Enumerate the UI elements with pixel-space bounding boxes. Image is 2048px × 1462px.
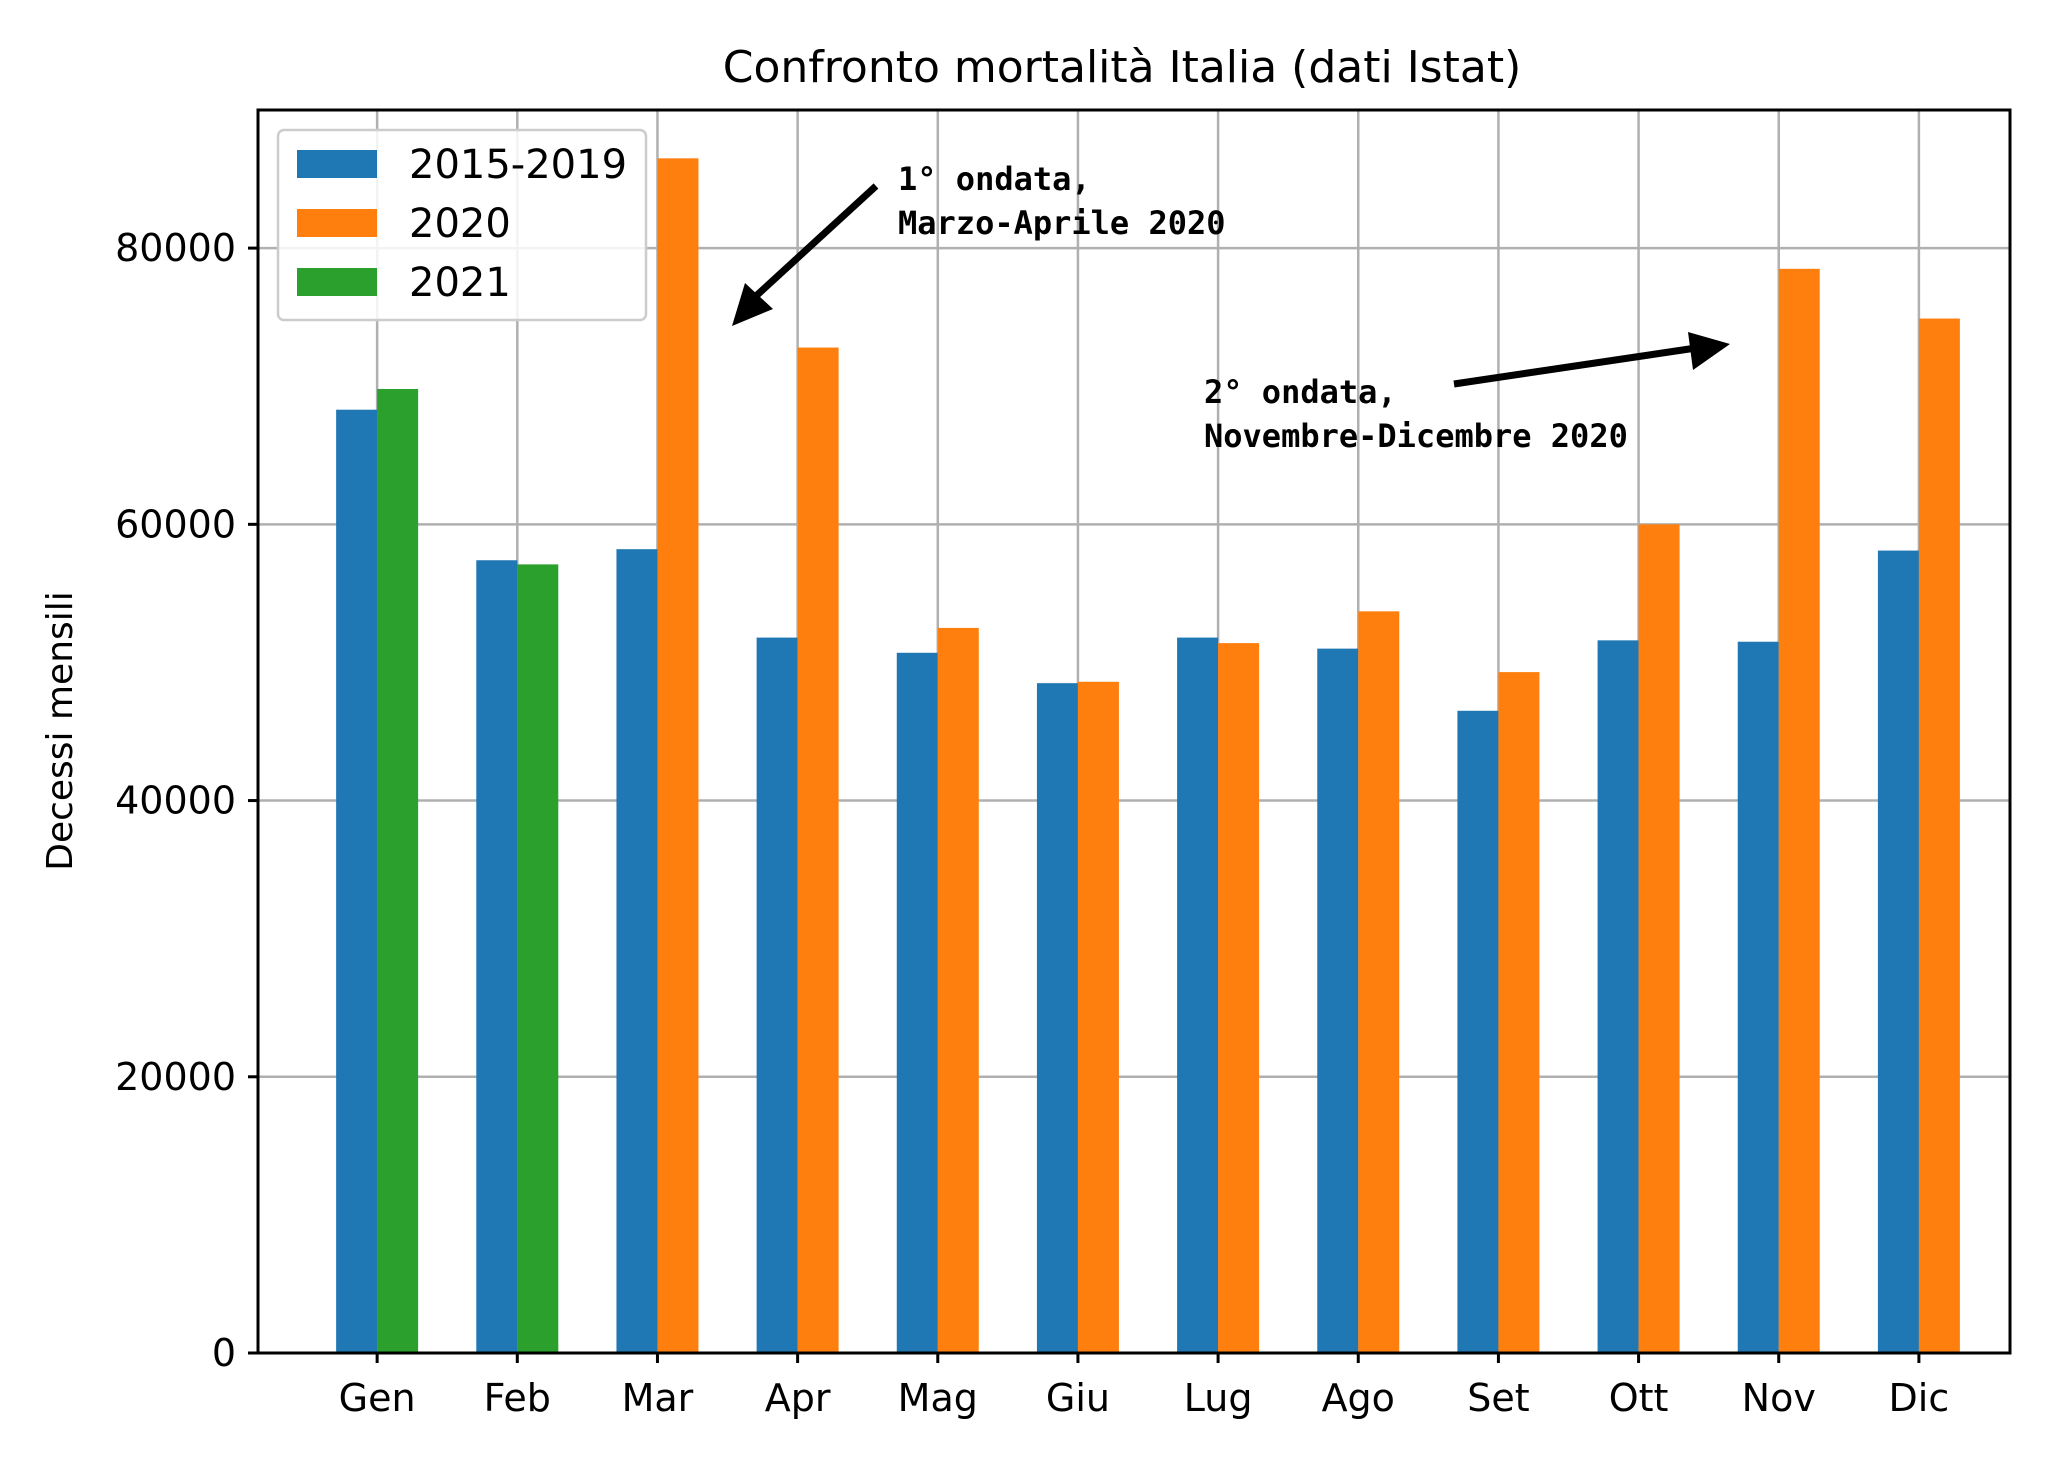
x-tick-label: Ott: [1609, 1376, 1669, 1420]
annotation-arrow-first-wave: [753, 183, 879, 299]
legend-label: 2021: [409, 260, 511, 306]
x-tick-label: Lug: [1184, 1376, 1253, 1420]
x-axis: Gen Feb Mar Apr Mag Giu Lug Ago Set Ott Nov Dic: [339, 1353, 1950, 1420]
bar-2020-set: [1498, 672, 1540, 1353]
legend-label: 2015-2019: [409, 142, 627, 188]
bar-2015-2019-nov: [1737, 641, 1779, 1353]
bar-2015-2019-set: [1457, 710, 1499, 1353]
bar-2021-feb: [517, 564, 559, 1353]
bar-2020-giu: [1077, 681, 1119, 1353]
bar-2020-nov: [1778, 268, 1820, 1354]
legend-label: 2020: [409, 201, 511, 247]
annotation-first-wave: 1° ondata, Marzo-Aprile 2020: [732, 160, 1226, 326]
bar-2015-2019-feb: [476, 560, 518, 1353]
bar-2020-lug: [1218, 643, 1260, 1353]
bar-2015-2019-mar: [616, 549, 658, 1353]
annotation-first-wave-line-2: Marzo-Aprile 2020: [898, 204, 1226, 242]
annotation-first-wave-line-1: 1° ondata,: [898, 160, 1091, 198]
plot-frame: [256, 108, 2012, 1355]
y-tick-label: 40000: [115, 779, 236, 823]
bar-2015-2019-dic: [1877, 550, 1919, 1353]
y-axis-label: Decessi mensili: [40, 591, 81, 871]
x-tick-label: Ago: [1322, 1376, 1395, 1420]
y-tick-label: 0: [212, 1331, 236, 1375]
bar-2015-2019-apr: [756, 637, 798, 1353]
bar-2015-2019-ott: [1597, 640, 1639, 1353]
x-tick-label: Mar: [622, 1376, 694, 1420]
y-tick-label: 60000: [115, 502, 236, 546]
x-tick-label: Giu: [1046, 1376, 1110, 1420]
legend: 2015-2019 2020 2021: [276, 128, 648, 322]
x-tick-label: Apr: [765, 1376, 831, 1420]
y-tick-label: 80000: [115, 226, 236, 270]
bars: [336, 158, 1960, 1354]
bar-2015-2019-gen: [336, 409, 378, 1353]
annotation-second-wave-line-2: Novembre-Dicembre 2020: [1204, 417, 1628, 455]
legend-swatch: [297, 209, 377, 237]
y-tick-label: 20000: [115, 1055, 236, 1099]
bar-2020-mag: [937, 627, 979, 1353]
annotation-second-wave: 2° ondata, Novembre-Dicembre 2020: [1204, 332, 1730, 455]
x-tick-label: Dic: [1889, 1376, 1950, 1420]
bar-2015-2019-ago: [1317, 648, 1359, 1353]
annotation-arrowhead-first-wave: [732, 283, 773, 326]
legend-swatch: [297, 268, 377, 296]
x-tick-label: Feb: [484, 1376, 551, 1420]
bar-2020-ott: [1638, 524, 1680, 1353]
bar-2020-dic: [1918, 318, 1960, 1353]
bar-2020-ago: [1358, 611, 1400, 1353]
bar-2015-2019-lug: [1177, 637, 1219, 1353]
y-axis: 0 20000 40000 60000 80000: [115, 226, 258, 1375]
x-tick-label: Set: [1467, 1376, 1529, 1420]
legend-swatch: [297, 150, 377, 178]
chart-title: Confronto mortalità Italia (dati Istat): [723, 42, 1522, 93]
bar-2015-2019-mag: [896, 652, 938, 1353]
x-tick-label: Mag: [898, 1376, 978, 1420]
bar-2020-mar: [657, 158, 699, 1354]
annotation-arrowhead-second-wave: [1688, 332, 1730, 370]
bar-2021-gen: [377, 388, 419, 1353]
bar-2020-apr: [797, 347, 839, 1353]
bar-2015-2019-giu: [1036, 683, 1078, 1353]
annotation-second-wave-line-1: 2° ondata,: [1204, 373, 1397, 411]
x-tick-label: Nov: [1742, 1376, 1816, 1420]
annotation-arrow-second-wave: [1453, 344, 1697, 388]
x-tick-label: Gen: [339, 1376, 416, 1420]
